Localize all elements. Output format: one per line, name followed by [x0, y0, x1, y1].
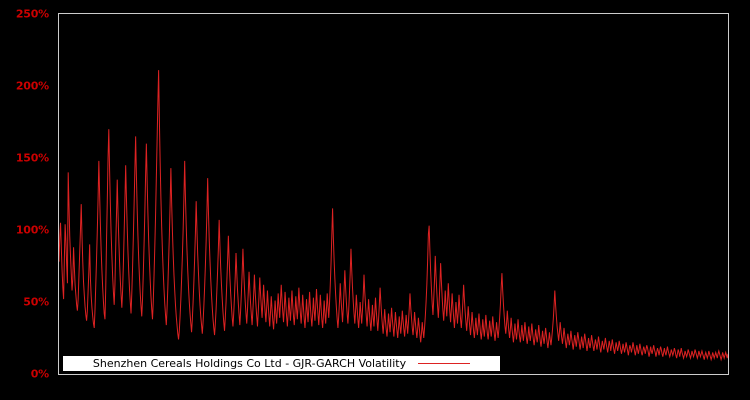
- y-tick-label: 200%: [15, 79, 49, 93]
- y-tick-label: 150%: [15, 151, 49, 165]
- y-axis: 0% 50% 100% 150% 200% 250%: [0, 0, 58, 400]
- y-tick-label: 0%: [30, 367, 49, 381]
- y-tick-label: 250%: [15, 7, 49, 21]
- plot-area: [58, 13, 729, 375]
- series-polyline: [59, 70, 728, 362]
- legend-label: Shenzhen Cereals Holdings Co Ltd - GJR-G…: [92, 357, 407, 370]
- y-tick-label: 100%: [15, 223, 49, 237]
- volatility-line-series: [59, 70, 728, 362]
- legend-entry: Shenzhen Cereals Holdings Co Ltd - GJR-G…: [92, 357, 471, 370]
- legend-line-sample-icon: [418, 363, 471, 364]
- y-tick-label: 50%: [23, 295, 49, 309]
- chart-legend: Shenzhen Cereals Holdings Co Ltd - GJR-G…: [63, 356, 500, 371]
